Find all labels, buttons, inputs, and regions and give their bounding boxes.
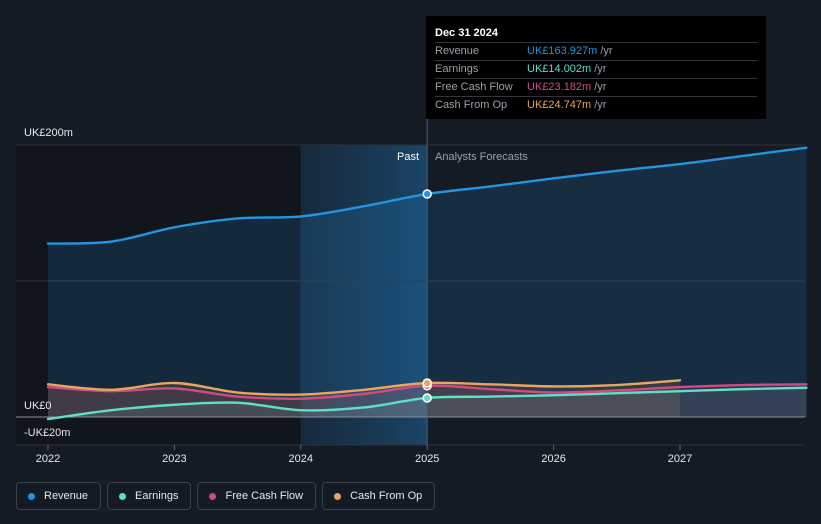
x-tick-label: 2027 <box>668 453 692 465</box>
tooltip: Dec 31 2024 Revenue UK£163.927m /yr Earn… <box>426 16 766 119</box>
revenue-marker <box>422 189 432 199</box>
y-label-bottom: -UK£20m <box>24 427 70 439</box>
tooltip-row-earnings: Earnings UK£14.002m /yr <box>435 60 757 78</box>
tooltip-label: Earnings <box>435 63 479 75</box>
cash-from-op-line <box>46 379 682 396</box>
legend-dot-icon <box>119 492 127 500</box>
x-axis: 2022 2023 2024 2025 2026 2027 <box>36 445 692 465</box>
gridlines <box>16 144 805 446</box>
legend-item-earnings[interactable]: Earnings <box>107 482 192 510</box>
x-tick-label: 2022 <box>36 453 60 465</box>
x-tick-label: 2025 <box>415 453 439 465</box>
past-label: Past <box>397 151 419 163</box>
x-tick-label: 2026 <box>541 453 565 465</box>
tooltip-unit: /yr <box>600 45 613 57</box>
legend-label: Cash From Op <box>350 490 423 502</box>
legend-label: Free Cash Flow <box>225 490 304 502</box>
legend-dot-icon <box>209 492 217 500</box>
legend-item-free-cash-flow[interactable]: Free Cash Flow <box>197 482 317 510</box>
tooltip-row-free-cash-flow: Free Cash Flow UK£23.182m /yr <box>435 78 757 96</box>
hover-markers <box>422 189 432 403</box>
x-tick-label: 2023 <box>162 453 186 465</box>
x-tick-label: 2024 <box>289 453 313 465</box>
cash-from-op-area <box>48 380 680 417</box>
legend-item-revenue[interactable]: Revenue <box>16 482 102 510</box>
legend-label: Earnings <box>135 490 179 502</box>
legend: Revenue Earnings Free Cash Flow Cash Fro… <box>16 482 436 512</box>
tooltip-unit: /yr <box>594 63 607 75</box>
tooltip-date: Dec 31 2024 <box>435 27 498 39</box>
y-label-top: UK£200m <box>24 127 73 139</box>
tooltip-label: Cash From Op <box>435 99 508 111</box>
tooltip-value: UK£14.002m <box>527 63 592 75</box>
tooltip-value: UK£24.747m <box>527 99 592 111</box>
legend-label: Revenue <box>44 490 89 502</box>
tooltip-row-revenue: Revenue UK£163.927m /yr <box>435 42 757 60</box>
tooltip-value: UK£163.927m <box>527 45 598 57</box>
tooltip-value: UK£23.182m <box>527 81 592 93</box>
forecast-label: Analysts Forecasts <box>435 151 528 163</box>
tooltip-row-cash-from-op: Cash From Op UK£24.747m /yr <box>435 96 757 114</box>
tooltip-label: Free Cash Flow <box>435 81 513 93</box>
cash-from-op-marker <box>422 378 432 388</box>
legend-item-cash-from-op[interactable]: Cash From Op <box>322 482 436 510</box>
tooltip-label: Revenue <box>435 45 480 57</box>
tooltip-unit: /yr <box>594 81 607 93</box>
legend-dot-icon <box>28 492 35 500</box>
y-label-zero: UK£0 <box>24 400 52 412</box>
earnings-marker <box>422 393 432 403</box>
tooltip-unit: /yr <box>594 99 607 111</box>
legend-dot-icon <box>334 492 342 500</box>
